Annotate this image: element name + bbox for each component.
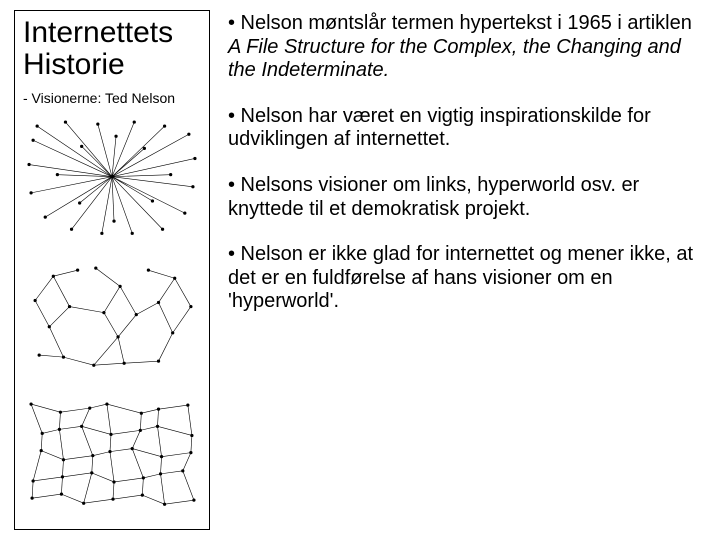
network-clusters-diagram: [23, 256, 201, 377]
bullet-1-italic: A File Structure for the Complex, the Ch…: [228, 36, 681, 82]
left-column: Internettets Historie - Visionerne: Ted …: [14, 10, 210, 530]
slide-title: Internettets Historie: [23, 17, 201, 80]
title-line-2: Historie: [23, 48, 125, 81]
title-line-1: Internettets: [23, 16, 173, 49]
bullet-4: • Nelson er ikke glad for internettet og…: [228, 243, 702, 314]
diagram-stack: [23, 116, 201, 521]
network-star-diagram: [23, 116, 201, 237]
content-column: • Nelson møntslår termen hypertekst i 19…: [210, 10, 706, 530]
slide-subtitle: - Visionerne: Ted Nelson: [23, 90, 201, 106]
bullet-1-text: • Nelson møntslår termen hypertekst i 19…: [228, 12, 692, 34]
bullet-1: • Nelson møntslår termen hypertekst i 19…: [228, 12, 702, 83]
network-mesh-diagram: [23, 396, 201, 517]
bullet-3: • Nelsons visioner om links, hyperworld …: [228, 174, 702, 221]
slide: Internettets Historie - Visionerne: Ted …: [0, 0, 720, 540]
bullet-2: • Nelson har været en vigtig inspiration…: [228, 105, 702, 152]
